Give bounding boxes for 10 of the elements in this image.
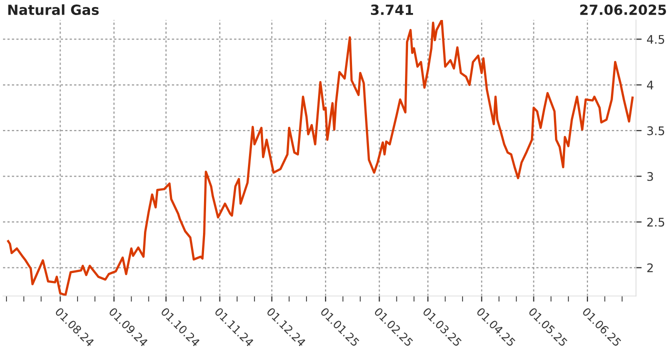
y-tick-label: 4.5 [646, 35, 664, 44]
line-series [7, 20, 634, 296]
y-tick-label: 2.5 [647, 218, 664, 227]
text: 27.06.2025 [580, 4, 666, 16]
text: 3.741 [370, 4, 414, 16]
y-tick-label: 3.5 [647, 126, 664, 136]
chart-title: Natural Gas [8, 4, 99, 16]
y-tick-label: 4 [646, 80, 654, 90]
y-tick-label: 3 [647, 172, 653, 181]
y-tick-label: 2 [647, 263, 653, 272]
